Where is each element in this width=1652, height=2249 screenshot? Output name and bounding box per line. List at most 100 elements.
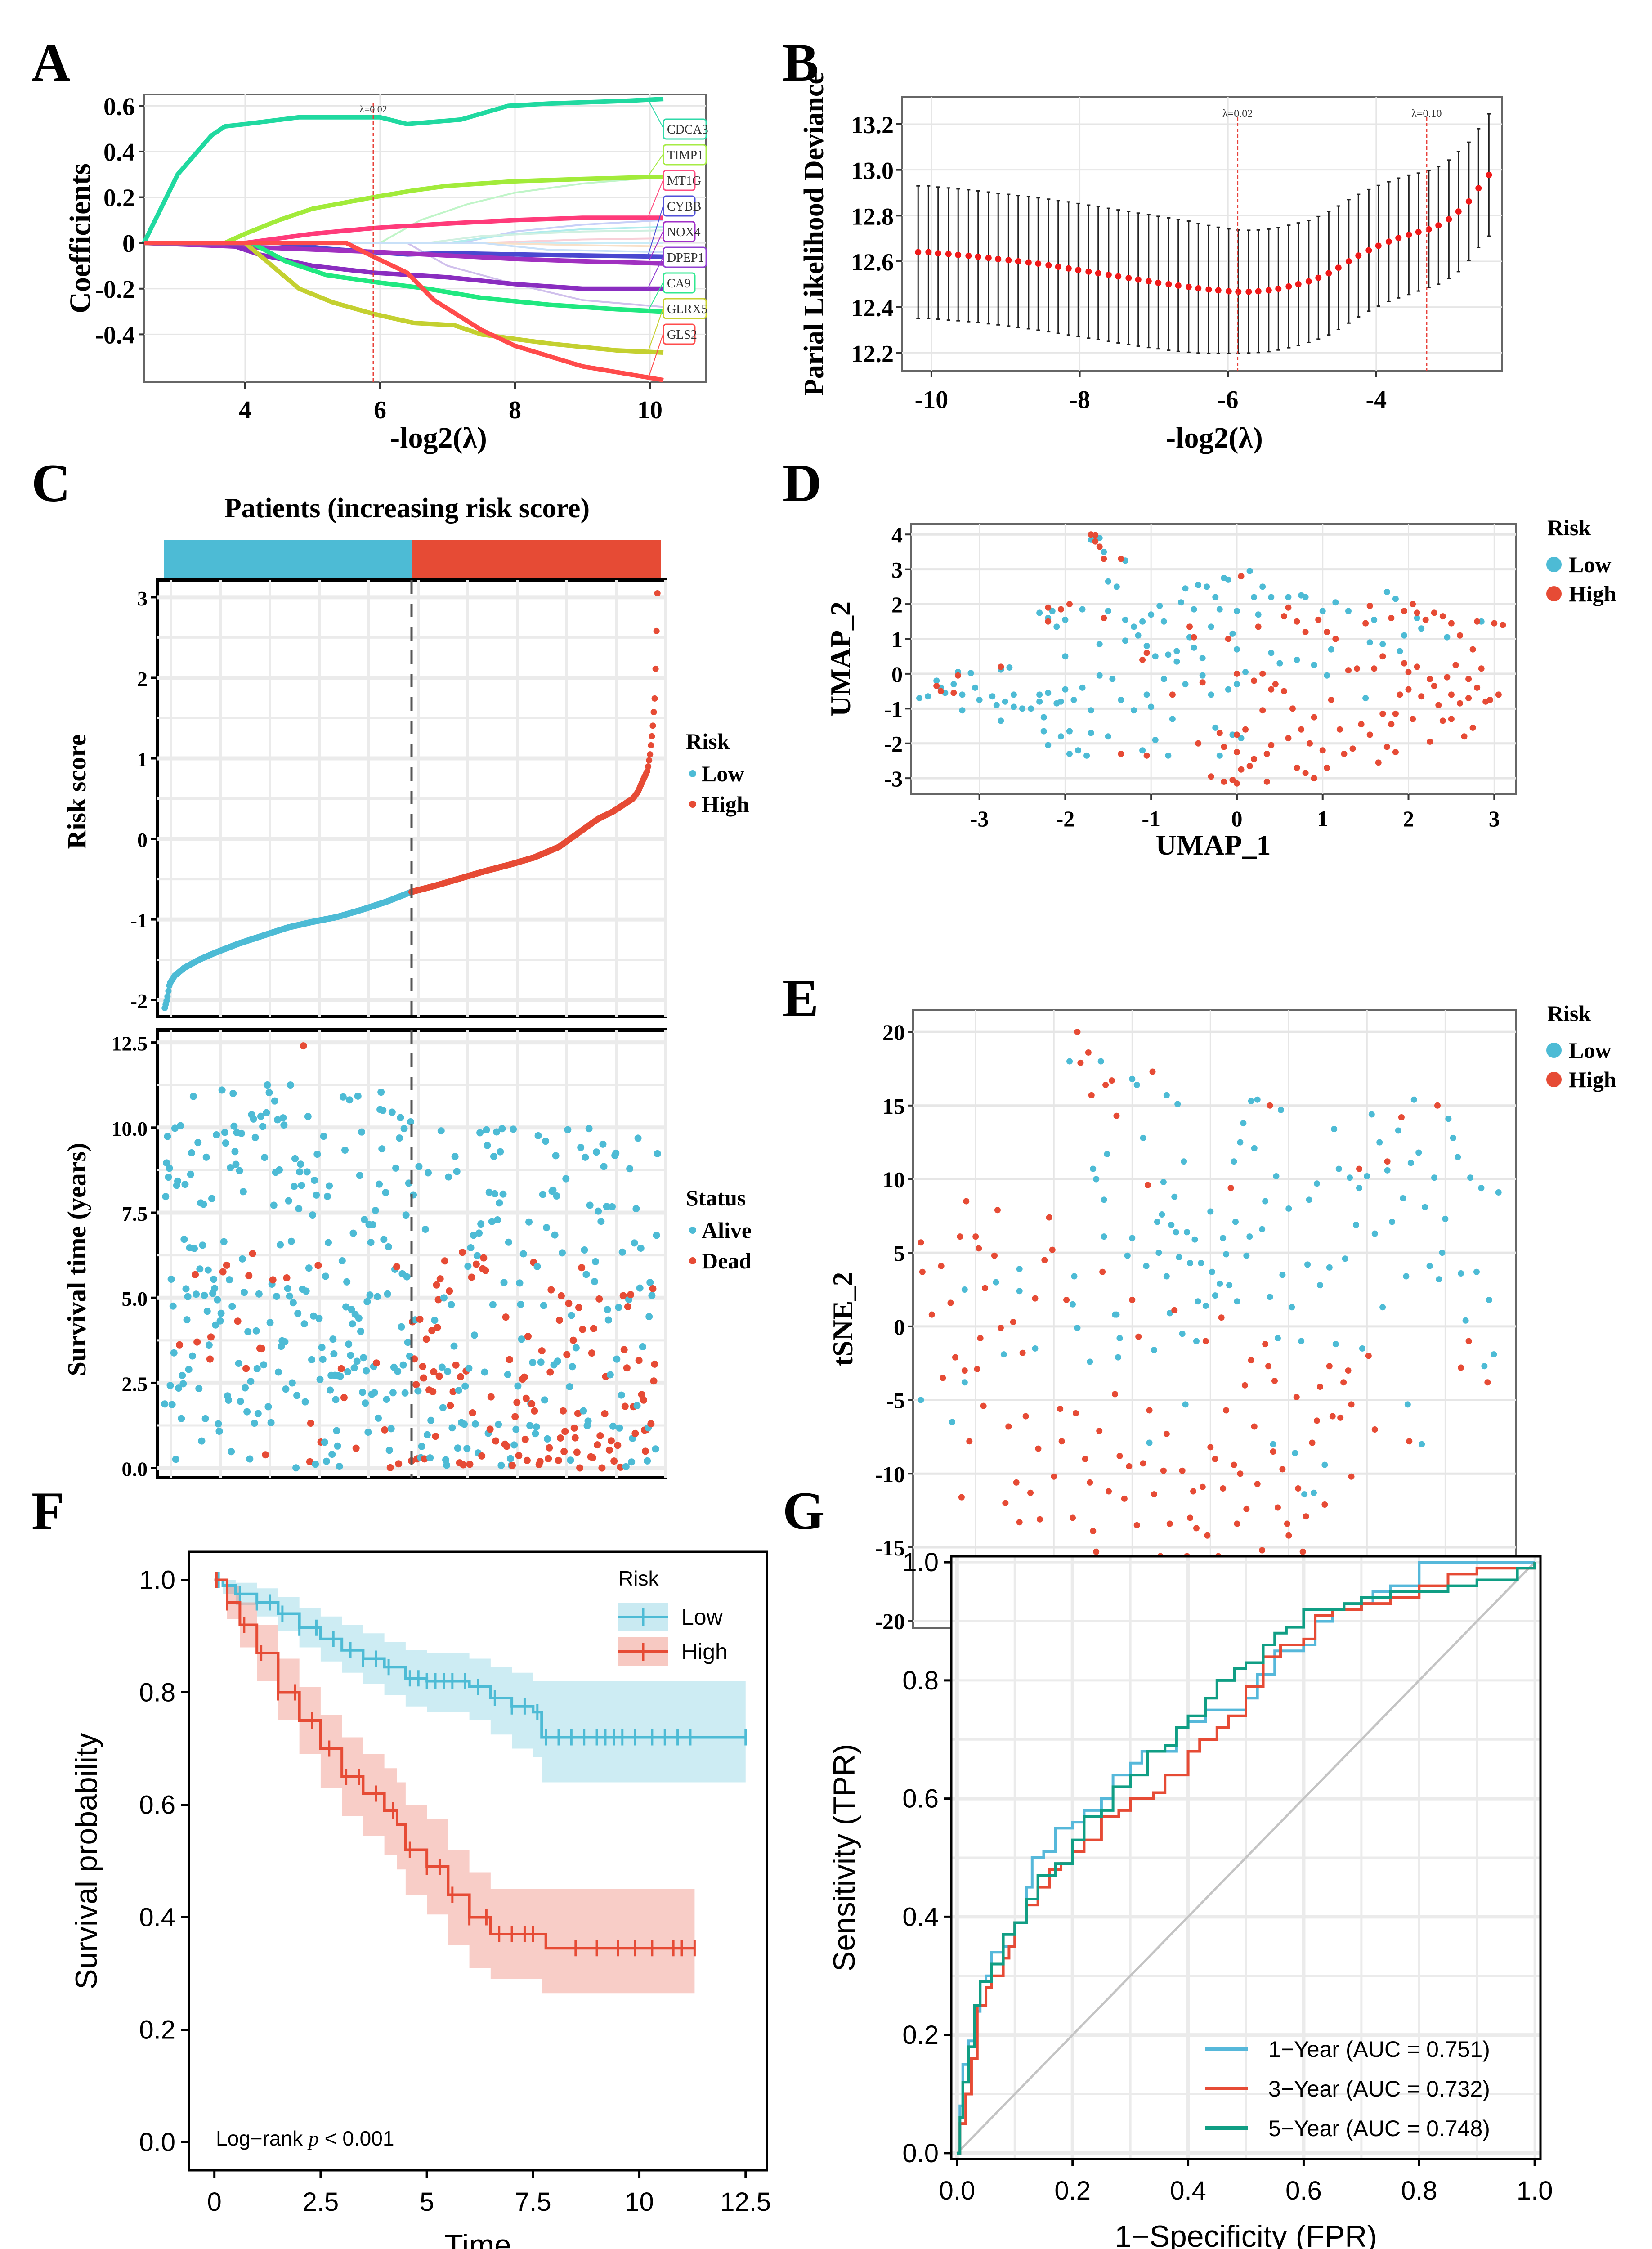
scatter-point-low bbox=[1148, 703, 1155, 710]
survival-point-dead bbox=[601, 1410, 609, 1417]
cv-mean-point bbox=[1025, 259, 1032, 266]
scatter-point-low bbox=[1152, 737, 1159, 743]
scatter-point-high bbox=[1294, 618, 1300, 625]
survival-point-alive bbox=[168, 1401, 176, 1408]
x-tick-label: -2 bbox=[1056, 806, 1075, 831]
survival-point-alive bbox=[165, 1174, 172, 1181]
scatter-point-low bbox=[1316, 1282, 1323, 1289]
scatter-point-low bbox=[1155, 1250, 1162, 1256]
survival-point-alive bbox=[648, 1292, 656, 1299]
survival-point-alive bbox=[572, 1344, 580, 1352]
survival-point-alive bbox=[586, 1201, 594, 1209]
survival-point-alive bbox=[343, 1278, 351, 1286]
gene-connector-line bbox=[647, 282, 664, 312]
survival-point-alive bbox=[169, 1302, 177, 1310]
scatter-point-high bbox=[977, 1335, 984, 1342]
scatter-point-low bbox=[1302, 594, 1309, 600]
scatter-point-low bbox=[1163, 1273, 1170, 1280]
scatter-point-high bbox=[1444, 674, 1451, 681]
scatter-point-low bbox=[1199, 672, 1206, 679]
coef-line-dpep1 bbox=[144, 241, 663, 291]
scatter-point-low bbox=[1226, 1282, 1233, 1289]
scatter-point-low bbox=[1332, 1341, 1339, 1348]
scatter-point-high bbox=[1285, 1532, 1292, 1539]
scatter-point-high bbox=[1195, 740, 1202, 747]
scatter-point-low bbox=[1071, 1273, 1078, 1280]
scatter-point-low bbox=[1006, 664, 1013, 671]
scatter-point-low bbox=[1285, 1205, 1292, 1212]
y-tick-label: 0.0 bbox=[139, 2128, 175, 2157]
risk-point-high bbox=[653, 627, 660, 634]
survival-point-alive bbox=[505, 1238, 512, 1246]
survival-point-alive bbox=[461, 1420, 468, 1428]
y-tick-label: -2 bbox=[130, 990, 148, 1012]
scatter-point-low bbox=[1481, 1363, 1488, 1370]
survival-point-alive bbox=[240, 1289, 248, 1296]
y-axis-title: Survival time (years) bbox=[62, 1143, 91, 1376]
y-tick-label: -10 bbox=[875, 1461, 905, 1487]
plot-frame bbox=[950, 1555, 1542, 2160]
scatter-point-high bbox=[1101, 556, 1107, 562]
scatter-point-low bbox=[1139, 618, 1146, 625]
cv-mean-point bbox=[1305, 278, 1312, 285]
scatter-point-high bbox=[1223, 1407, 1230, 1414]
y-tick-label: -1 bbox=[884, 696, 903, 721]
survival-point-alive bbox=[239, 1188, 247, 1196]
survival-point-alive bbox=[564, 1126, 572, 1133]
survival-point-alive bbox=[177, 1122, 184, 1129]
y-tick-label: 2 bbox=[137, 668, 148, 690]
survival-point-alive bbox=[448, 1424, 456, 1432]
scatter-point-high bbox=[1491, 620, 1498, 627]
survival-point-dead bbox=[459, 1249, 466, 1256]
scatter-point-low bbox=[1062, 616, 1069, 623]
scatter-point-low bbox=[1401, 632, 1407, 639]
survival-point-alive bbox=[499, 1190, 507, 1198]
survival-point-alive bbox=[302, 1287, 310, 1295]
survival-point-dead bbox=[430, 1368, 438, 1375]
x-tick-label: -4 bbox=[1365, 386, 1387, 414]
scatter-point-high bbox=[1010, 1319, 1016, 1326]
panel-letter-e: E bbox=[783, 968, 819, 1028]
scatter-point-high bbox=[1163, 1430, 1170, 1437]
panel-letter-c: C bbox=[31, 453, 71, 513]
panel-letter-f: F bbox=[31, 1481, 65, 1541]
scatter-point-high bbox=[1118, 750, 1124, 757]
scatter-point-low bbox=[1321, 1461, 1328, 1468]
survival-point-dead bbox=[207, 1333, 215, 1341]
scatter-point-low bbox=[1066, 750, 1073, 757]
survival-point-alive bbox=[510, 1125, 517, 1133]
survival-point-alive bbox=[401, 1389, 409, 1397]
survival-point-dead bbox=[422, 1335, 430, 1343]
survival-point-alive bbox=[235, 1359, 242, 1367]
survival-point-alive bbox=[277, 1241, 284, 1249]
scatter-point-low bbox=[1397, 648, 1403, 654]
scatter-point-low bbox=[1216, 606, 1223, 613]
scatter-point-low bbox=[1135, 632, 1142, 639]
cv-mean-point bbox=[1125, 275, 1132, 282]
survival-point-dead bbox=[651, 1360, 658, 1368]
survival-point-alive bbox=[323, 1192, 331, 1200]
scatter-point-low bbox=[1160, 676, 1167, 682]
survival-point-alive bbox=[167, 1275, 175, 1283]
scatter-point-high bbox=[1392, 749, 1399, 756]
survival-point-alive bbox=[251, 1420, 258, 1427]
scatter-point-high bbox=[933, 683, 940, 689]
scatter-point-high bbox=[1099, 1268, 1106, 1275]
scatter-point-low bbox=[1115, 1354, 1121, 1361]
survival-point-dead bbox=[561, 1428, 569, 1435]
survival-point-alive bbox=[371, 1389, 378, 1397]
survival-point-alive bbox=[301, 1398, 309, 1406]
scatter-point-low bbox=[1177, 599, 1184, 606]
survival-point-dead bbox=[635, 1357, 643, 1364]
scatter-point-low bbox=[1371, 616, 1378, 623]
survival-point-alive bbox=[291, 1155, 299, 1162]
scatter-point-high bbox=[1302, 770, 1309, 776]
scatter-point-high bbox=[1106, 1488, 1112, 1495]
survival-point-dead bbox=[509, 1461, 516, 1469]
scatter-point-high bbox=[1077, 1059, 1084, 1066]
survival-point-alive bbox=[597, 1218, 605, 1225]
scatter-point-low bbox=[1229, 630, 1236, 637]
scatter-point-high bbox=[997, 1325, 1004, 1331]
survival-point-dead bbox=[434, 1324, 441, 1331]
scatter-point-high bbox=[1045, 618, 1052, 625]
